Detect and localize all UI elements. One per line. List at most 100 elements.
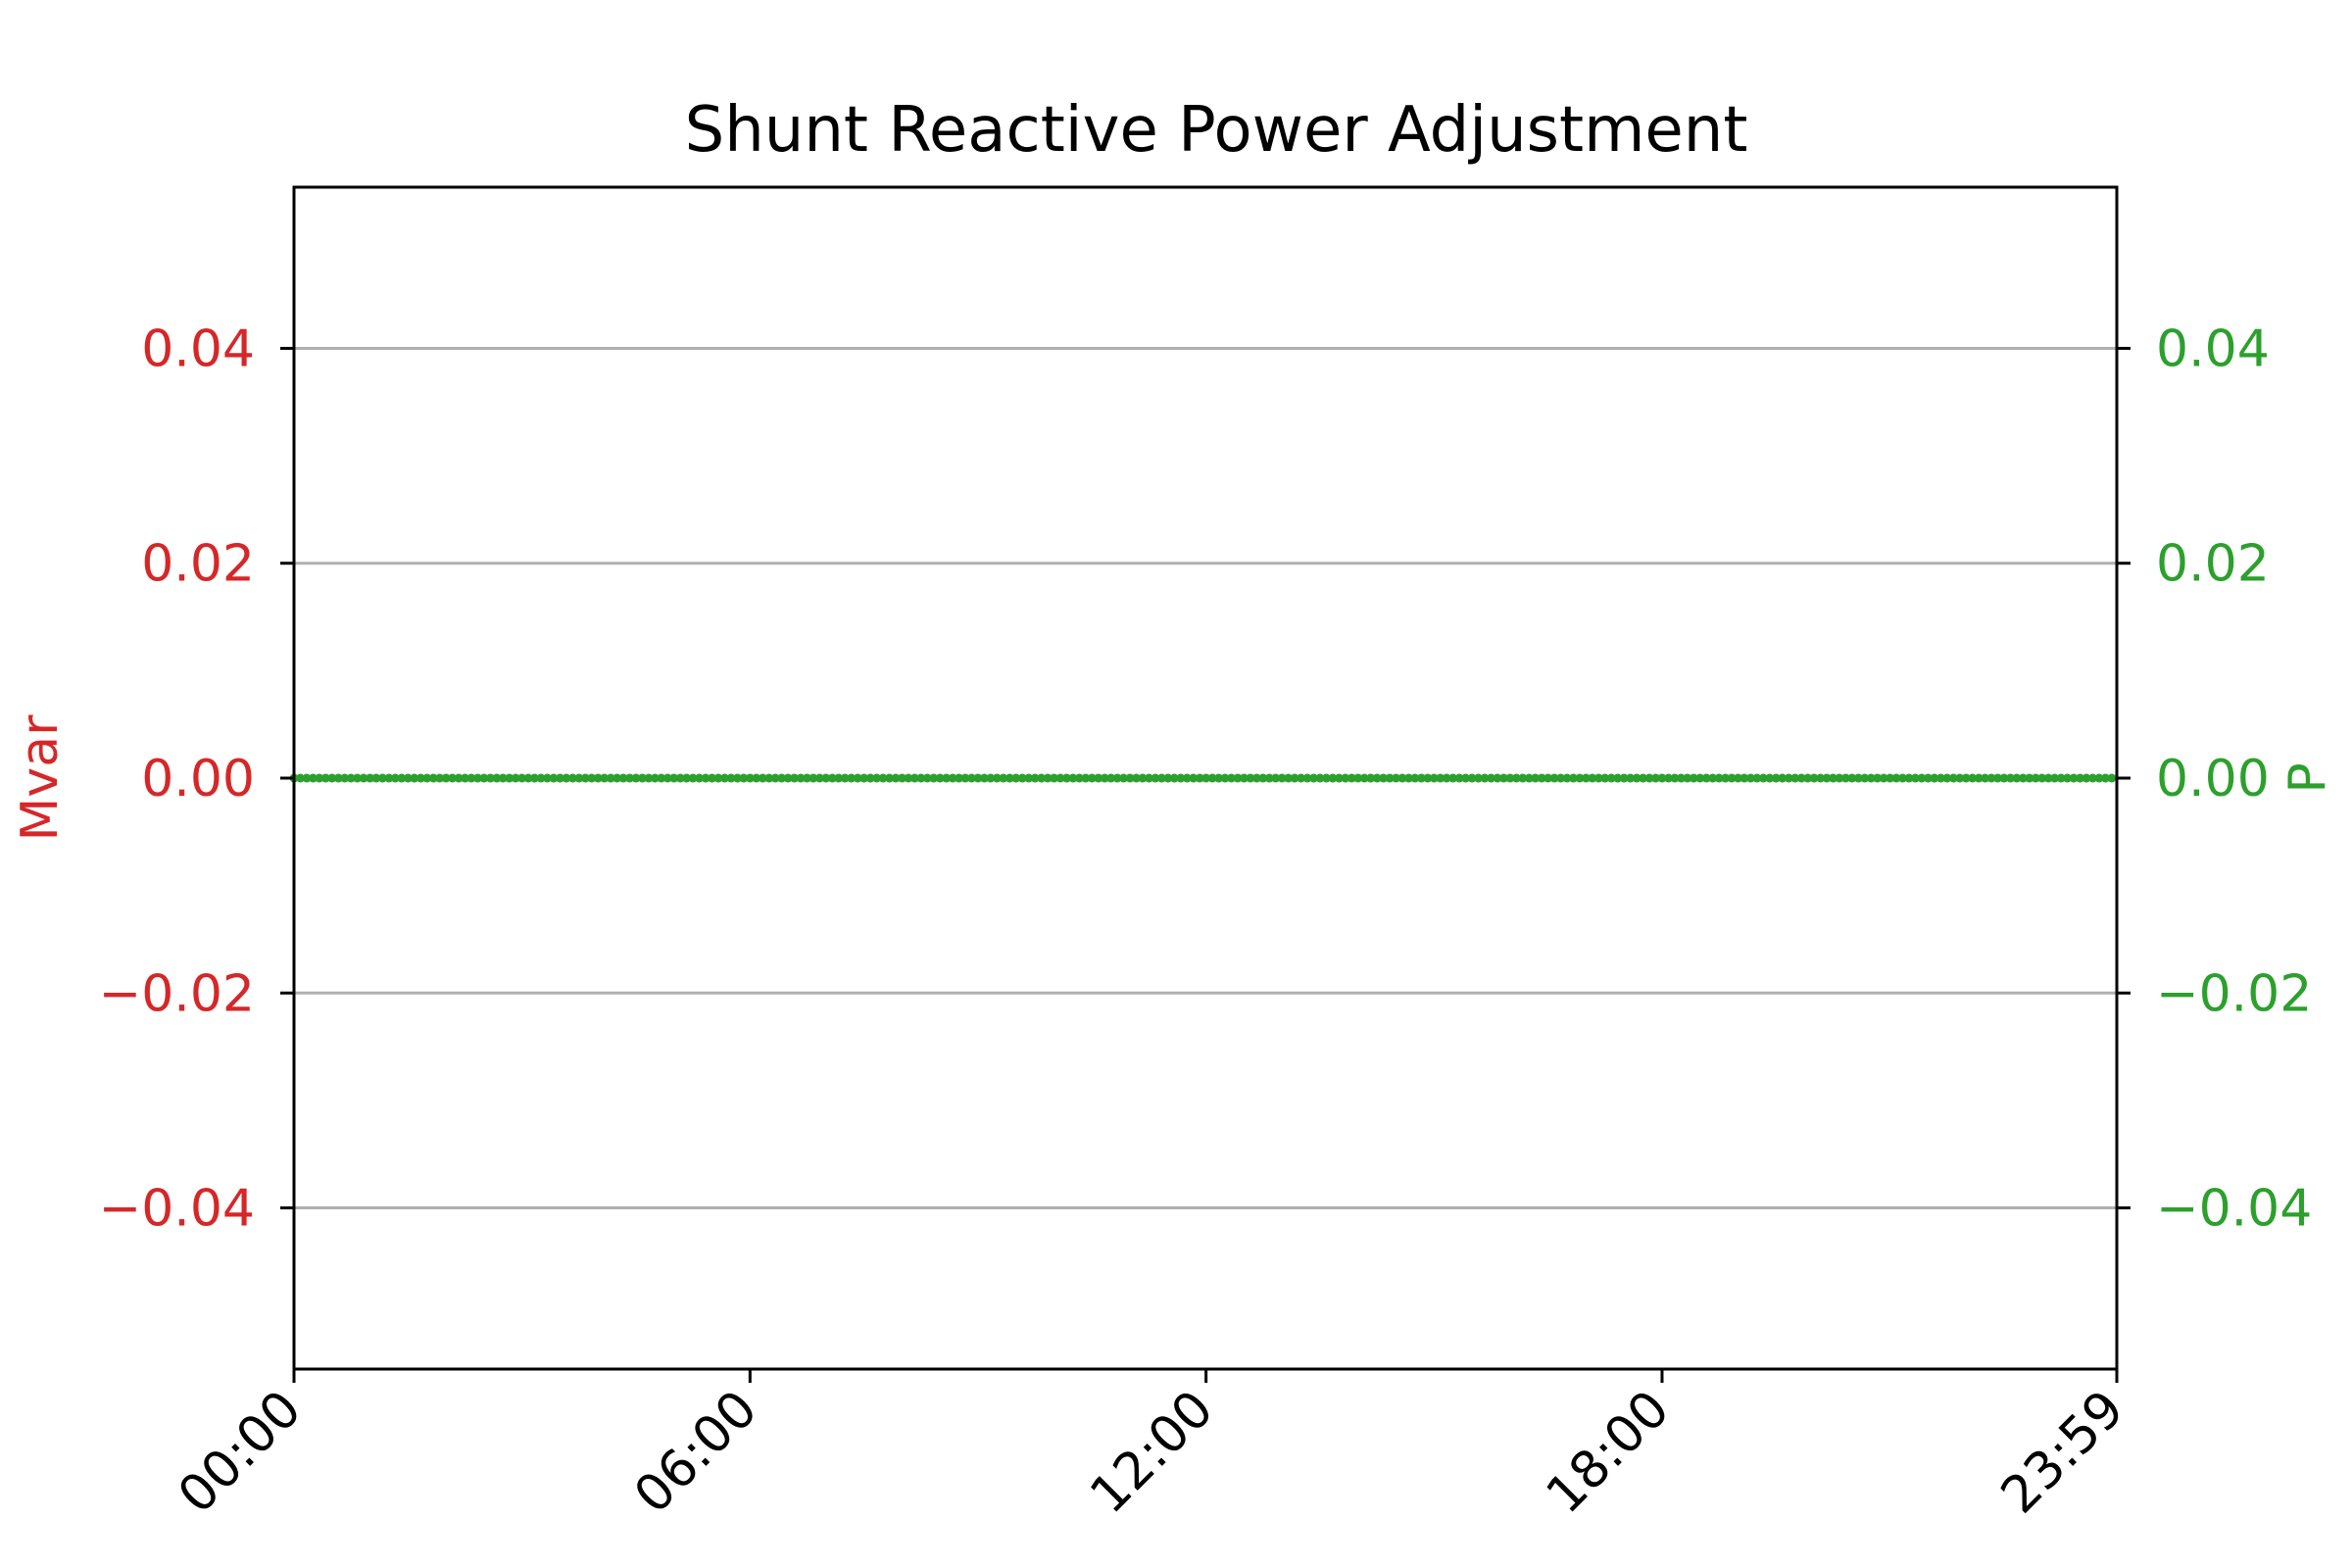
data-point <box>543 773 553 783</box>
data-point <box>859 773 869 783</box>
data-point <box>1708 773 1718 783</box>
data-point <box>701 773 710 783</box>
data-point <box>1790 773 1800 783</box>
data-point <box>1353 773 1363 783</box>
data-point <box>790 773 800 783</box>
data-point <box>878 773 888 783</box>
data-point <box>353 773 363 783</box>
data-point <box>1403 773 1413 783</box>
data-point <box>1974 773 1984 783</box>
data-point <box>555 773 564 783</box>
right-y-tick-label: 0.00 <box>2156 750 2270 808</box>
data-point <box>1784 773 1793 783</box>
data-point <box>955 773 964 783</box>
data-point <box>536 773 546 783</box>
data-point <box>1632 773 1642 783</box>
data-point <box>1277 773 1287 783</box>
data-point <box>637 773 647 783</box>
data-point <box>1986 773 1996 783</box>
data-point <box>1302 773 1312 783</box>
data-point <box>1891 773 1901 783</box>
data-point <box>1264 773 1274 783</box>
data-point <box>1524 773 1534 783</box>
data-point <box>1169 773 1179 783</box>
data-point <box>758 773 767 783</box>
data-point <box>1050 773 1059 783</box>
data-point <box>340 773 350 783</box>
data-point <box>752 773 761 783</box>
data-point <box>2050 773 2060 783</box>
series-layer <box>289 773 2117 783</box>
data-point <box>1251 773 1261 783</box>
data-point <box>1189 773 1199 783</box>
data-point <box>1917 773 1927 783</box>
data-point <box>1423 773 1433 783</box>
data-point <box>1955 773 1965 783</box>
data-point <box>1037 773 1047 783</box>
data-point <box>1936 773 1945 783</box>
data-point <box>1182 773 1192 783</box>
data-point <box>574 773 584 783</box>
data-point <box>1239 773 1249 783</box>
data-point <box>397 773 407 783</box>
data-point <box>1904 773 1914 783</box>
data-point <box>1347 773 1356 783</box>
data-point <box>1055 773 1065 783</box>
data-point <box>1017 773 1027 783</box>
data-point <box>808 773 818 783</box>
data-point <box>1752 773 1762 783</box>
data-point <box>1119 773 1129 783</box>
data-point <box>979 773 989 783</box>
data-point <box>1727 773 1737 783</box>
data-point <box>1981 773 1990 783</box>
data-point <box>1144 773 1153 783</box>
data-point <box>505 773 514 783</box>
data-point <box>1639 773 1648 783</box>
x-tick-label: 00:00 <box>168 1380 313 1525</box>
data-point <box>435 773 445 783</box>
data-point <box>1531 773 1541 783</box>
chart-title: Shunt Reactive Power Adjustment <box>685 94 1748 167</box>
data-point <box>416 773 425 783</box>
data-point <box>764 773 774 783</box>
data-point <box>657 773 666 783</box>
data-point <box>1454 773 1464 783</box>
data-point <box>922 773 932 783</box>
data-point <box>1024 773 1034 783</box>
data-point <box>612 773 622 783</box>
data-point <box>1758 773 1768 783</box>
data-point <box>1156 773 1166 783</box>
data-point <box>1992 773 2002 783</box>
data-point <box>999 773 1008 783</box>
data-point <box>1822 773 1832 783</box>
data-point <box>872 773 882 783</box>
data-point <box>732 773 742 783</box>
data-point <box>1074 773 1084 783</box>
data-point <box>593 773 603 783</box>
data-point <box>384 773 394 783</box>
data-point <box>1474 773 1484 783</box>
data-point <box>428 773 438 783</box>
data-point <box>1467 773 1477 783</box>
data-point <box>1233 773 1243 783</box>
data-point <box>377 773 387 783</box>
data-point <box>1486 773 1495 783</box>
data-point <box>1436 773 1446 783</box>
data-point <box>498 773 508 783</box>
data-point <box>308 773 318 783</box>
data-point <box>827 773 837 783</box>
data-point <box>1385 773 1395 783</box>
data-point <box>511 773 520 783</box>
data-point <box>1366 773 1376 783</box>
data-point <box>865 773 875 783</box>
x-tick-label: 06:00 <box>623 1380 768 1525</box>
data-point <box>1948 773 1958 783</box>
data-point <box>2031 773 2040 783</box>
data-point <box>739 773 749 783</box>
data-point <box>492 773 502 783</box>
data-point <box>1740 773 1749 783</box>
data-point <box>1853 773 1863 783</box>
data-point <box>1379 773 1389 783</box>
left-y-tick-label: 0.02 <box>141 535 255 594</box>
data-point <box>567 773 577 783</box>
